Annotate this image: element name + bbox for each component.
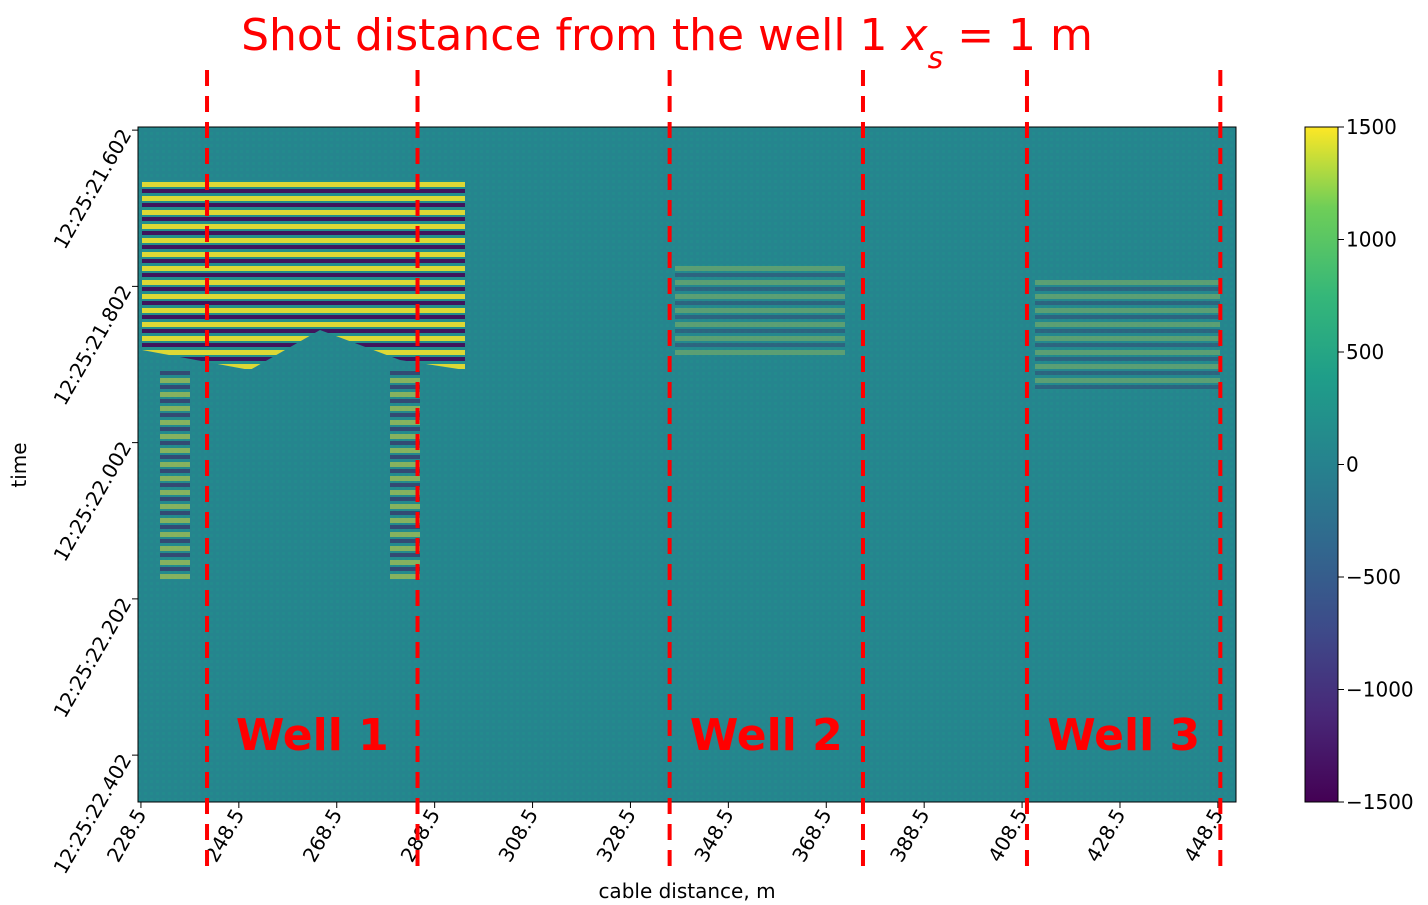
title-part: Shot distance from the well 1 bbox=[241, 10, 901, 61]
colorbar-tick-label: −500 bbox=[1346, 565, 1401, 589]
x-tick-label: 348.5 bbox=[689, 805, 738, 867]
colorbar-tick-label: −1000 bbox=[1346, 678, 1414, 702]
colorbar-tick-label: 1000 bbox=[1346, 228, 1397, 252]
heatmap-image bbox=[675, 265, 845, 355]
y-tick-label: 12:25:21.802 bbox=[48, 281, 136, 409]
axes-frame bbox=[137, 126, 1237, 803]
title-part: x bbox=[900, 10, 929, 61]
heatmap-image bbox=[160, 370, 190, 580]
well-label: Well 3 bbox=[1047, 710, 1200, 761]
chart-title: Shot distance from the well 1 xs = 1 m bbox=[241, 10, 1093, 76]
heatmap-image bbox=[390, 370, 420, 580]
colorbar-tick-label: 500 bbox=[1346, 340, 1384, 364]
heatmap-image bbox=[142, 180, 465, 370]
x-tick-label: 308.5 bbox=[493, 805, 542, 867]
y-tick-label: 12:25:21.602 bbox=[48, 125, 136, 253]
well-label: Well 1 bbox=[236, 710, 389, 761]
x-axis-label: cable distance, m bbox=[598, 879, 775, 903]
title-part: = 1 m bbox=[943, 10, 1093, 61]
x-tick-label: 388.5 bbox=[885, 805, 934, 867]
plot-area bbox=[137, 126, 1237, 803]
heatmap-image bbox=[1035, 280, 1220, 390]
well-label: Well 2 bbox=[690, 710, 843, 761]
x-tick-label: 368.5 bbox=[787, 805, 836, 867]
title-part: s bbox=[928, 41, 944, 76]
colorbar bbox=[1304, 126, 1339, 803]
y-tick-label: 12:25:22.002 bbox=[48, 437, 136, 565]
colorbar-tick-label: −1500 bbox=[1346, 790, 1414, 814]
x-tick-label: 288.5 bbox=[396, 805, 445, 867]
y-axis-label: time bbox=[7, 442, 31, 487]
x-tick-label: 328.5 bbox=[591, 805, 640, 867]
x-tick-label: 268.5 bbox=[298, 805, 347, 867]
x-tick-label: 428.5 bbox=[1081, 805, 1130, 867]
x-tick-label: 228.5 bbox=[102, 805, 151, 867]
colorbar-tick-label: 0 bbox=[1346, 453, 1359, 477]
y-tick-label: 12:25:22.202 bbox=[48, 593, 136, 721]
colorbar-tick-label: 1500 bbox=[1346, 115, 1397, 139]
